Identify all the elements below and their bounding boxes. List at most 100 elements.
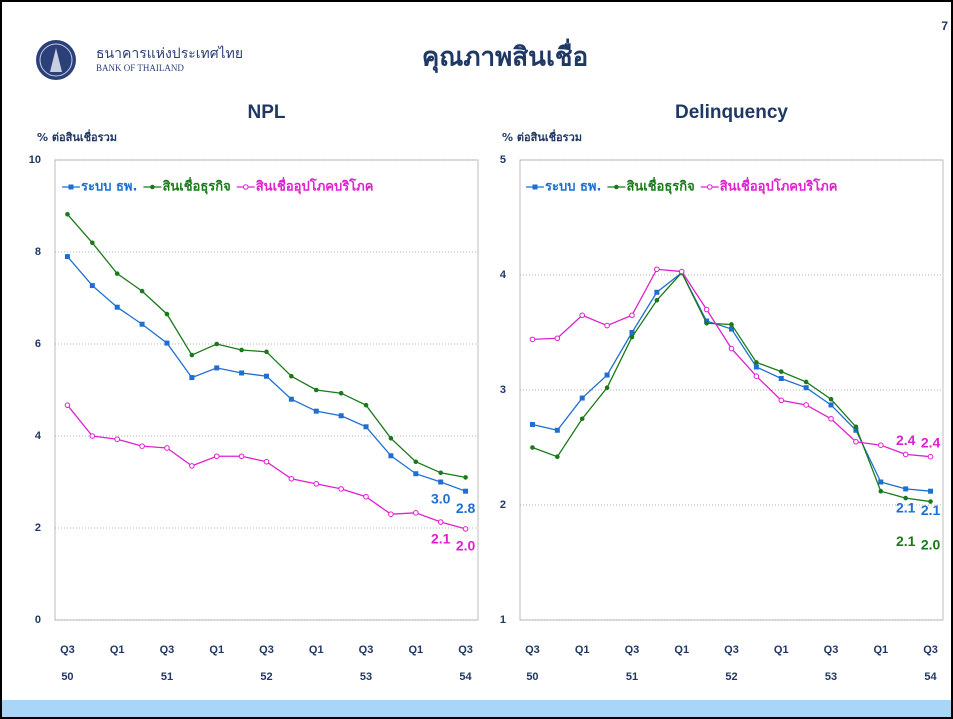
y-tick-label: 1 bbox=[500, 614, 506, 626]
marker bbox=[189, 463, 195, 469]
y-tick-label: 3 bbox=[500, 384, 506, 396]
y-axis-label: % ต่อสินเชื่อรวม bbox=[37, 129, 117, 144]
marker bbox=[532, 184, 538, 190]
legend-label: ระบบ ธพ. bbox=[81, 180, 137, 195]
marker bbox=[928, 499, 933, 504]
x-group-label: 51 bbox=[626, 671, 638, 683]
marker bbox=[878, 488, 884, 494]
legend-item: สินเชื่อธุรกิจ bbox=[607, 177, 695, 195]
x-tick-label: Q1 bbox=[873, 644, 888, 656]
marker bbox=[413, 459, 419, 465]
x-group-label: 53 bbox=[360, 671, 372, 683]
marker bbox=[313, 387, 319, 393]
y-axis-label: % ต่อสินเชื่อรวม bbox=[502, 129, 582, 144]
series: 3.0 2.8 bbox=[64, 254, 476, 516]
marker bbox=[629, 330, 635, 335]
marker bbox=[803, 402, 809, 408]
marker bbox=[853, 438, 859, 445]
marker bbox=[363, 493, 369, 500]
marker bbox=[64, 254, 70, 260]
legend-label: สินเชื่ออุปโภคบริโภค bbox=[720, 177, 838, 195]
marker bbox=[554, 427, 560, 433]
legend-item: ระบบ ธพ. bbox=[526, 180, 601, 195]
marker bbox=[313, 408, 319, 414]
x-tick-label: Q1 bbox=[674, 644, 689, 656]
marker bbox=[604, 372, 610, 378]
marker bbox=[579, 395, 585, 401]
marker bbox=[139, 321, 145, 327]
x-tick-label: Q3 bbox=[525, 644, 540, 656]
marker bbox=[288, 475, 295, 482]
marker bbox=[413, 471, 419, 477]
marker bbox=[65, 211, 70, 217]
data-label: 2.1 bbox=[921, 502, 941, 518]
marker bbox=[728, 345, 735, 352]
marker bbox=[654, 266, 660, 273]
legend-label: สินเชื่อธุรกิจ bbox=[162, 177, 230, 195]
x-tick-label: Q1 bbox=[110, 644, 125, 656]
marker bbox=[363, 402, 369, 408]
marker bbox=[412, 510, 419, 516]
marker bbox=[530, 445, 535, 450]
marker bbox=[189, 352, 195, 358]
marker bbox=[853, 427, 859, 433]
x-group-label: 52 bbox=[260, 671, 272, 683]
page-number: 7 bbox=[941, 19, 948, 33]
marker bbox=[678, 268, 685, 275]
series bbox=[65, 211, 468, 480]
marker bbox=[529, 336, 536, 343]
marker bbox=[778, 369, 784, 374]
marker bbox=[164, 445, 170, 451]
x-tick-label: Q3 bbox=[923, 644, 938, 656]
legend-label: สินเชื่อธุรกิจ bbox=[626, 177, 694, 195]
legend-item: สินเชื่ออุปโภคบริโภค bbox=[236, 177, 374, 195]
marker bbox=[753, 364, 759, 370]
marker bbox=[139, 443, 145, 449]
x-group-label: 53 bbox=[825, 671, 837, 683]
marker bbox=[89, 433, 96, 439]
marker bbox=[703, 306, 710, 313]
marker bbox=[90, 240, 95, 246]
marker bbox=[338, 486, 344, 492]
x-tick-label: Q1 bbox=[774, 644, 789, 656]
marker bbox=[902, 451, 909, 458]
y-tick-label: 8 bbox=[35, 246, 41, 258]
x-tick-label: Q1 bbox=[209, 644, 224, 656]
marker bbox=[313, 481, 320, 487]
y-tick-label: 4 bbox=[500, 269, 507, 281]
bank-name-en: BANK OF THAILAND bbox=[96, 63, 184, 73]
x-tick-label: Q3 bbox=[625, 644, 640, 656]
data-label: 2.4 bbox=[896, 432, 916, 448]
data-label: 2.0 bbox=[921, 536, 941, 552]
x-group-label: 50 bbox=[61, 671, 73, 683]
marker bbox=[555, 454, 560, 460]
x-group-label: 52 bbox=[725, 671, 737, 683]
logo bbox=[36, 40, 76, 80]
marker bbox=[288, 396, 294, 402]
slide-title: คุณภาพสินเชื่อ bbox=[422, 38, 588, 74]
marker bbox=[729, 322, 734, 327]
logo-figure bbox=[50, 48, 62, 72]
marker bbox=[338, 390, 344, 396]
y-tick-label: 0 bbox=[35, 614, 41, 626]
x-group-label: 50 bbox=[526, 671, 538, 683]
marker bbox=[264, 373, 269, 379]
marker bbox=[64, 402, 71, 408]
x-tick-label: Q3 bbox=[724, 644, 739, 656]
marker bbox=[363, 424, 369, 430]
marker bbox=[238, 453, 245, 460]
x-tick-label: Q3 bbox=[824, 644, 839, 656]
legend-label: สินเชื่ออุปโภคบริโภค bbox=[256, 177, 374, 195]
marker bbox=[903, 486, 909, 492]
marker bbox=[289, 373, 294, 379]
marker bbox=[239, 347, 244, 353]
x-group-label: 54 bbox=[459, 671, 472, 683]
legend-label: ระบบ ธพ. bbox=[545, 180, 601, 195]
x-group-label: 51 bbox=[161, 671, 173, 683]
marker bbox=[903, 495, 908, 501]
data-label: 2.0 bbox=[456, 538, 476, 554]
marker bbox=[388, 436, 394, 441]
marker bbox=[164, 340, 170, 346]
marker bbox=[614, 184, 619, 190]
marker bbox=[164, 311, 170, 317]
